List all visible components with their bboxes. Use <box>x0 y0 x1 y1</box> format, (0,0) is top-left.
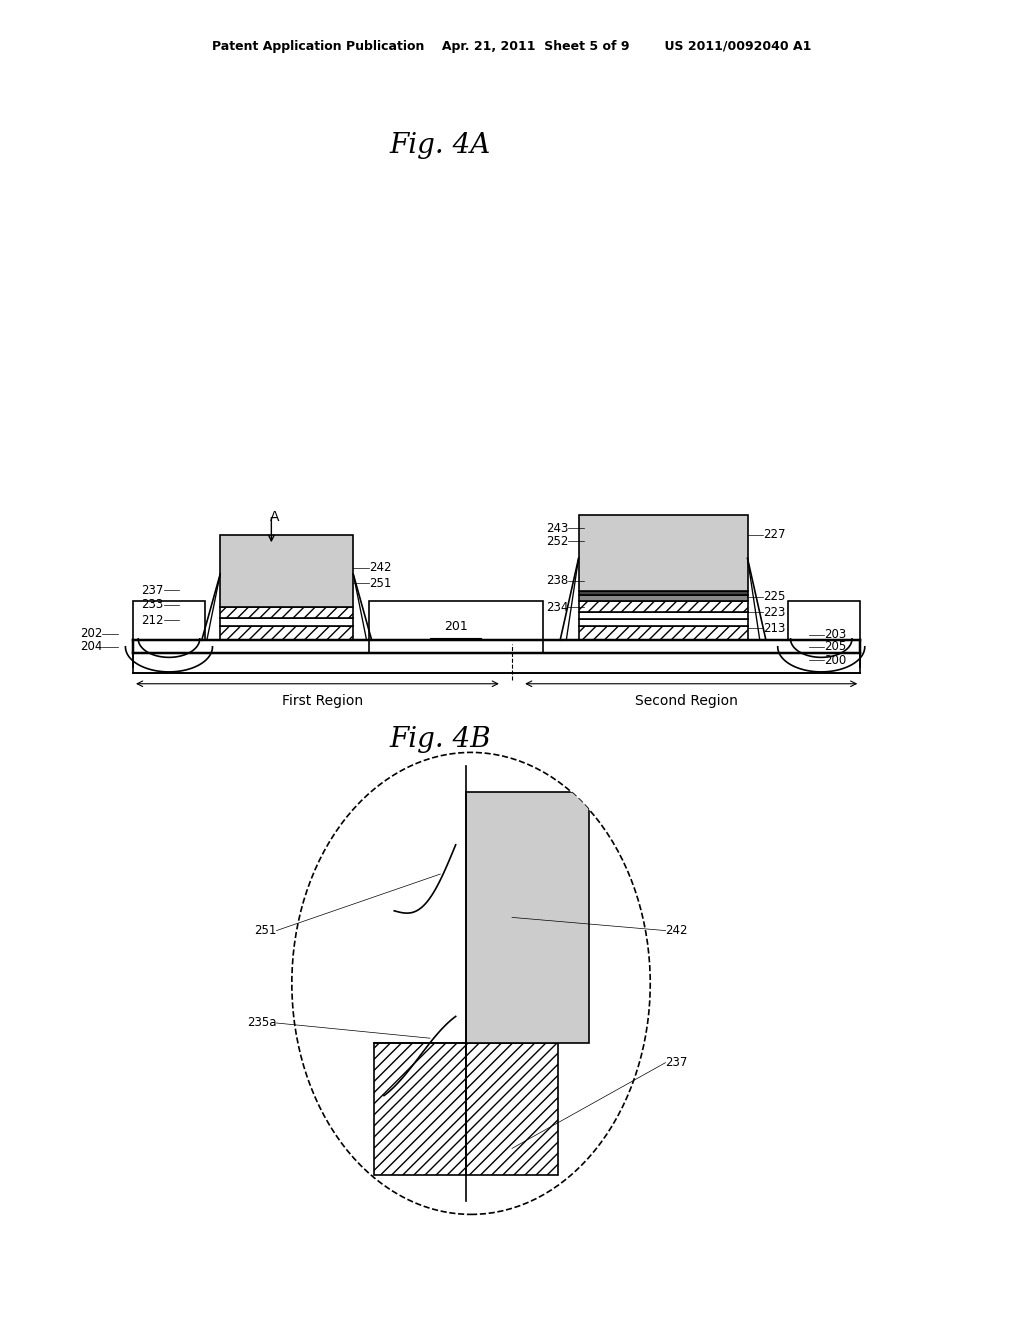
Text: 243: 243 <box>546 521 568 535</box>
Text: 235a: 235a <box>247 1016 276 1030</box>
Text: 203: 203 <box>824 628 847 642</box>
Bar <box>579 515 748 591</box>
Text: Second Region: Second Region <box>635 694 737 709</box>
Bar <box>466 1043 558 1175</box>
Bar <box>220 535 353 607</box>
Text: 251: 251 <box>254 924 276 937</box>
Text: First Region: First Region <box>282 694 364 709</box>
Bar <box>220 618 353 626</box>
Text: 238: 238 <box>546 574 568 587</box>
Text: A: A <box>269 511 280 524</box>
Text: 234: 234 <box>546 601 568 614</box>
Text: 227: 227 <box>763 528 785 541</box>
Text: 223: 223 <box>763 606 785 619</box>
Text: 202: 202 <box>80 627 102 640</box>
Text: 200: 200 <box>824 653 847 667</box>
Bar <box>579 612 748 619</box>
Text: 233: 233 <box>141 598 164 611</box>
Text: 237: 237 <box>141 583 164 597</box>
Text: 237: 237 <box>666 1056 688 1069</box>
Text: 242: 242 <box>666 924 688 937</box>
Text: 201: 201 <box>443 620 468 634</box>
Bar <box>220 607 353 618</box>
Text: 251: 251 <box>369 577 391 590</box>
Bar <box>579 595 748 601</box>
Text: 213: 213 <box>763 622 785 635</box>
Text: 205: 205 <box>824 640 847 653</box>
Text: 204: 204 <box>80 640 102 653</box>
Text: Fig. 4A: Fig. 4A <box>390 132 490 158</box>
Bar <box>466 792 589 1043</box>
Bar <box>579 591 748 595</box>
Text: Fig. 4B: Fig. 4B <box>389 726 492 752</box>
Bar <box>579 619 748 626</box>
Text: 225: 225 <box>763 590 785 603</box>
Bar <box>133 601 205 640</box>
Bar <box>579 626 748 640</box>
Bar <box>579 601 748 612</box>
Text: Patent Application Publication    Apr. 21, 2011  Sheet 5 of 9        US 2011/009: Patent Application Publication Apr. 21, … <box>212 40 812 53</box>
Bar <box>788 601 860 640</box>
Text: 212: 212 <box>141 614 164 627</box>
FancyBboxPatch shape <box>133 640 860 653</box>
Bar <box>369 601 543 653</box>
Bar <box>374 1043 466 1175</box>
Text: 242: 242 <box>369 561 391 574</box>
Bar <box>220 626 353 640</box>
Text: 252: 252 <box>546 535 568 548</box>
